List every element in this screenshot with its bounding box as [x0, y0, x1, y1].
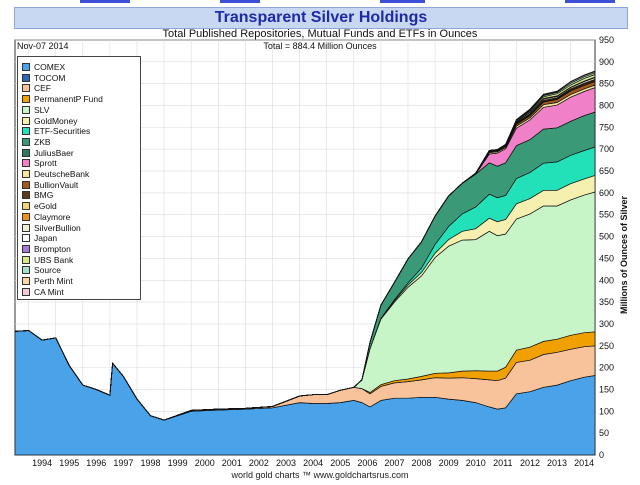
legend-label: BullionVault [34, 179, 79, 190]
legend-label: COMEX [34, 62, 66, 72]
x-tick-label-2011: 2011 [493, 458, 512, 468]
legend-label: SilverBullion [34, 222, 81, 233]
y-tick-label-300: 300 [599, 319, 614, 329]
y-tick-label-100: 100 [599, 406, 614, 416]
y-axis-label: Millions of Ounces of Silver [619, 195, 629, 315]
legend-swatch [22, 63, 30, 71]
legend-swatch [22, 223, 30, 232]
x-tick-label-2007: 2007 [384, 458, 404, 468]
x-tick-label-2006: 2006 [357, 458, 377, 468]
y-tick-label-0: 0 [599, 450, 604, 460]
date-label: Nov-07 2014 [17, 41, 69, 51]
legend-label: Brompton [34, 243, 71, 254]
y-axis-ticks: 0 50 100 150 200 250 300 350 400 450 500 550 600 650 7… [599, 35, 614, 460]
y-tick-label-450: 450 [599, 253, 614, 263]
legend-label: ZKB [34, 136, 51, 147]
x-tick-label-2010: 2010 [466, 458, 486, 468]
top-accent-bar [0, 0, 640, 4]
y-tick-label-800: 800 [599, 101, 614, 111]
y-tick-label-550: 550 [599, 210, 614, 220]
y-tick-label-650: 650 [599, 166, 614, 176]
x-tick-label-1998: 1998 [140, 458, 160, 468]
y-tick-label-150: 150 [599, 384, 614, 394]
legend-label: DeutscheBank [34, 169, 90, 179]
legend-swatch [22, 73, 30, 82]
y-tick-label-600: 600 [599, 188, 614, 198]
y-tick-label-50: 50 [599, 428, 609, 438]
x-axis-ticks: 1994 1995 1996 1997 1998 1999 2000 2001 2002 2003… [32, 458, 594, 468]
x-tick-label-1994: 1994 [32, 458, 52, 468]
x-tick-label-2008: 2008 [412, 458, 432, 468]
x-tick-label-2012: 2012 [520, 458, 540, 468]
legend-swatch [22, 202, 30, 211]
legend-label: Perth Mint [34, 276, 73, 286]
legend-swatch [22, 127, 30, 136]
legend-label: CA Mint [34, 286, 64, 297]
y-tick-label-200: 200 [599, 363, 614, 373]
title-bar: Transparent Silver Holdings [14, 7, 628, 29]
x-tick-label-2000: 2000 [195, 458, 215, 468]
chart-subtitle: Total Published Repositories, Mutual Fun… [162, 28, 478, 40]
x-tick-label-1995: 1995 [59, 458, 79, 468]
x-tick-label-2003: 2003 [276, 458, 296, 468]
legend-swatch [22, 148, 30, 157]
legend-label: eGold [34, 201, 57, 212]
x-tick-label-1996: 1996 [86, 458, 106, 468]
legend-label: Japan [34, 233, 58, 244]
y-tick-label-900: 900 [599, 57, 614, 67]
legend-label: Source [34, 265, 61, 276]
y-tick-label-400: 400 [599, 275, 614, 285]
x-tick-label-2001: 2001 [222, 458, 242, 468]
legend-swatch [22, 191, 30, 200]
y-tick-label-500: 500 [599, 232, 614, 242]
y-tick-label-850: 850 [599, 79, 614, 89]
legend-label: GoldMoney [34, 115, 78, 126]
legend-swatch [22, 137, 30, 146]
legend-label: Sprott [34, 158, 57, 169]
area-series-ca-mint [14, 70, 596, 421]
x-tick-label-1999: 1999 [168, 458, 188, 468]
y-tick-label-750: 750 [599, 122, 614, 132]
legend: COMEX TOCOM CEF PermanentP Fund SLV GoldMoney… [17, 56, 141, 300]
legend-swatch [22, 180, 30, 189]
legend-swatch [22, 234, 30, 243]
footer-credit: world gold charts ™ www.goldchartsrus.co… [231, 470, 409, 480]
legend-label: PermanentP Fund [34, 94, 103, 105]
legend-label: JuliusBaer [34, 147, 74, 158]
legend-swatch [22, 287, 30, 296]
legend-swatch [22, 105, 30, 114]
y-tick-label-700: 700 [599, 144, 614, 154]
legend-swatch [22, 159, 30, 168]
legend-label: CEF [34, 83, 51, 94]
legend-label: SLV [34, 104, 50, 115]
x-tick-label-2014: 2014 [574, 458, 594, 468]
x-tick-label-2002: 2002 [249, 458, 269, 468]
legend-label: Claymore [34, 211, 71, 222]
x-tick-label-2013: 2013 [547, 458, 567, 468]
legend-label: BMG [34, 190, 54, 201]
y-tick-label-950: 950 [599, 35, 614, 45]
legend-label: TOCOM [34, 72, 66, 83]
x-tick-label-2004: 2004 [303, 458, 323, 468]
legend-swatch [22, 116, 30, 125]
legend-label: ETF-Securities [34, 126, 91, 137]
legend-swatch [22, 255, 30, 264]
legend-swatch [22, 244, 30, 253]
area-series [14, 70, 596, 456]
legend-swatch [22, 170, 30, 178]
legend-swatch [22, 84, 30, 93]
x-tick-label-2005: 2005 [330, 458, 350, 468]
total-label: Total = 884.4 Million Ounces [263, 41, 377, 51]
legend-swatch [22, 95, 30, 104]
legend-label: UBS Bank [34, 254, 74, 265]
legend-swatch [22, 266, 30, 275]
legend-swatch [22, 277, 30, 285]
chart-title: Transparent Silver Holdings [214, 9, 428, 26]
x-tick-label-1997: 1997 [113, 458, 133, 468]
y-tick-label-250: 250 [599, 341, 614, 351]
y-tick-label-350: 350 [599, 297, 614, 307]
legend-swatch [22, 212, 30, 221]
x-tick-label-2009: 2009 [439, 458, 459, 468]
